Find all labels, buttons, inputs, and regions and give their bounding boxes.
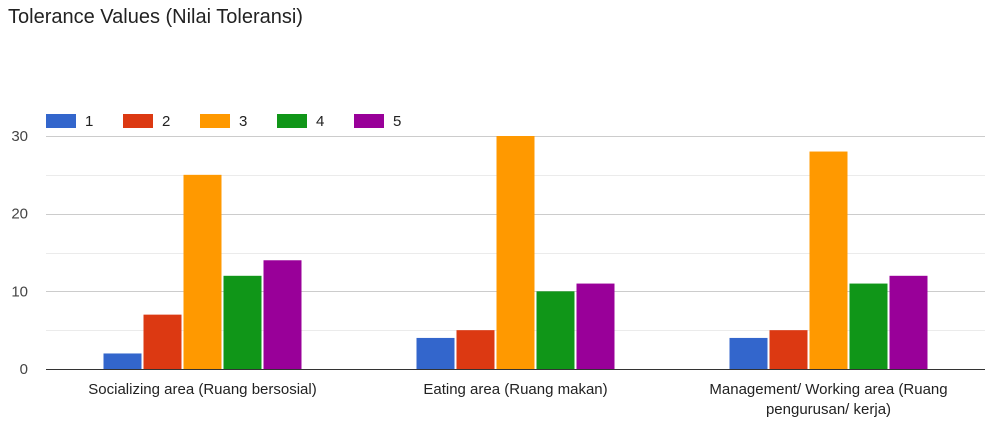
y-tick-label: 30: [11, 128, 28, 145]
bar-series-3: [496, 136, 535, 369]
y-axis: 0 10 20 30: [11, 128, 985, 378]
category-label: pengurusan/ kerja): [766, 401, 891, 418]
chart-title: Tolerance Values (Nilai Toleransi): [8, 6, 303, 28]
category-label: Management/ Working area (Ruang: [709, 381, 947, 398]
legend-label-4: 4: [316, 113, 324, 130]
bar-series-4: [223, 275, 262, 369]
bar-series-3: [809, 151, 848, 369]
bar-series-5: [576, 283, 615, 369]
bar-series-5: [889, 275, 928, 369]
legend-swatch-4: [277, 114, 307, 128]
y-tick-label: 10: [11, 283, 28, 300]
legend-label-3: 3: [239, 113, 247, 130]
bar-series-4: [536, 291, 575, 369]
legend: 1 2 3 4 5: [46, 113, 401, 130]
y-tick-label: 0: [20, 361, 28, 378]
bar-series-5: [263, 260, 302, 369]
legend-swatch-5: [354, 114, 384, 128]
bar-series-1: [103, 353, 142, 369]
legend-swatch-3: [200, 114, 230, 128]
bar-series-4: [849, 283, 888, 369]
bars: [103, 136, 928, 369]
legend-label-1: 1: [85, 113, 93, 130]
bar-series-2: [143, 314, 182, 369]
legend-label-5: 5: [393, 113, 401, 130]
legend-swatch-2: [123, 114, 153, 128]
bar-series-2: [456, 330, 495, 369]
y-tick-label: 20: [11, 206, 28, 223]
bar-series-2: [769, 330, 808, 369]
legend-label-2: 2: [162, 113, 170, 130]
bar-series-1: [416, 337, 455, 369]
category-label: Socializing area (Ruang bersosial): [88, 381, 316, 398]
category-label: Eating area (Ruang makan): [423, 381, 607, 398]
bar-series-1: [729, 337, 768, 369]
legend-swatch-1: [46, 114, 76, 128]
bar-series-3: [183, 174, 222, 369]
x-axis-labels: Socializing area (Ruang bersosial) Eating…: [88, 381, 947, 418]
